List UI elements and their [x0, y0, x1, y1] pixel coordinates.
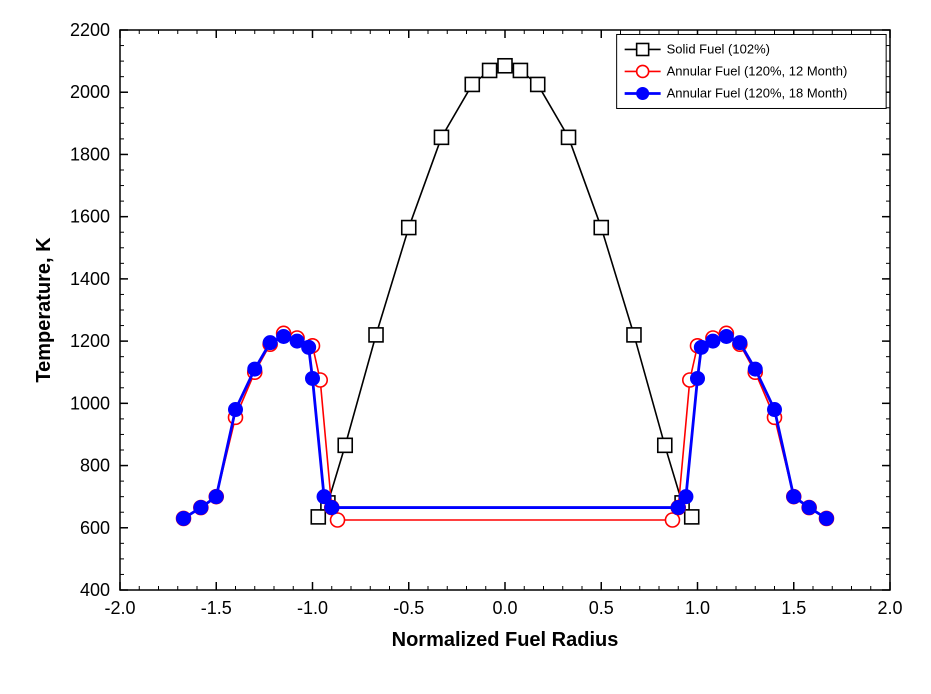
chart-container: -2.0 -1.5 -1.0 -0.5 0.0 0.5 1.0 1.5 2.0 400 600 800… [0, 0, 931, 694]
chart-svg: -2.0 -1.5 -1.0 -0.5 0.0 0.5 1.0 1.5 2.0 400 600 800… [0, 0, 931, 694]
x-axis-label: Normalized Fuel Radius [392, 629, 619, 651]
legend-label: Annular Fuel (120%, 18 Month) [667, 85, 848, 100]
y-tick-label: 800 [80, 456, 110, 476]
y-tick-label: 1000 [70, 393, 110, 413]
y-tick-label: 1400 [70, 269, 110, 289]
y-tick-label: 1200 [70, 331, 110, 351]
y-tick-label: 400 [80, 580, 110, 600]
x-tick-label: -2.0 [104, 598, 135, 618]
y-tick-label: 2200 [70, 20, 110, 40]
x-tick-label: 2.0 [877, 598, 902, 618]
y-axis-label: Temperature, K [33, 237, 55, 383]
x-tick-label: 0.5 [589, 598, 614, 618]
x-tick-label: 1.0 [685, 598, 710, 618]
legend-label: Annular Fuel (120%, 12 Month) [667, 63, 848, 78]
x-tick-label: 1.5 [781, 598, 806, 618]
y-tick-label: 600 [80, 518, 110, 538]
y-tick-label: 1800 [70, 144, 110, 164]
x-tick-label: -1.5 [201, 598, 232, 618]
y-tick-label: 2000 [70, 82, 110, 102]
legend-label: Solid Fuel (102%) [667, 41, 770, 56]
y-tick-label: 1600 [70, 207, 110, 227]
legend: Solid Fuel (102%) Annular Fuel (120%, 12 … [617, 34, 887, 108]
x-tick-label: 0.0 [492, 598, 517, 618]
x-tick-label: -1.0 [297, 598, 328, 618]
x-tick-label: -0.5 [393, 598, 424, 618]
